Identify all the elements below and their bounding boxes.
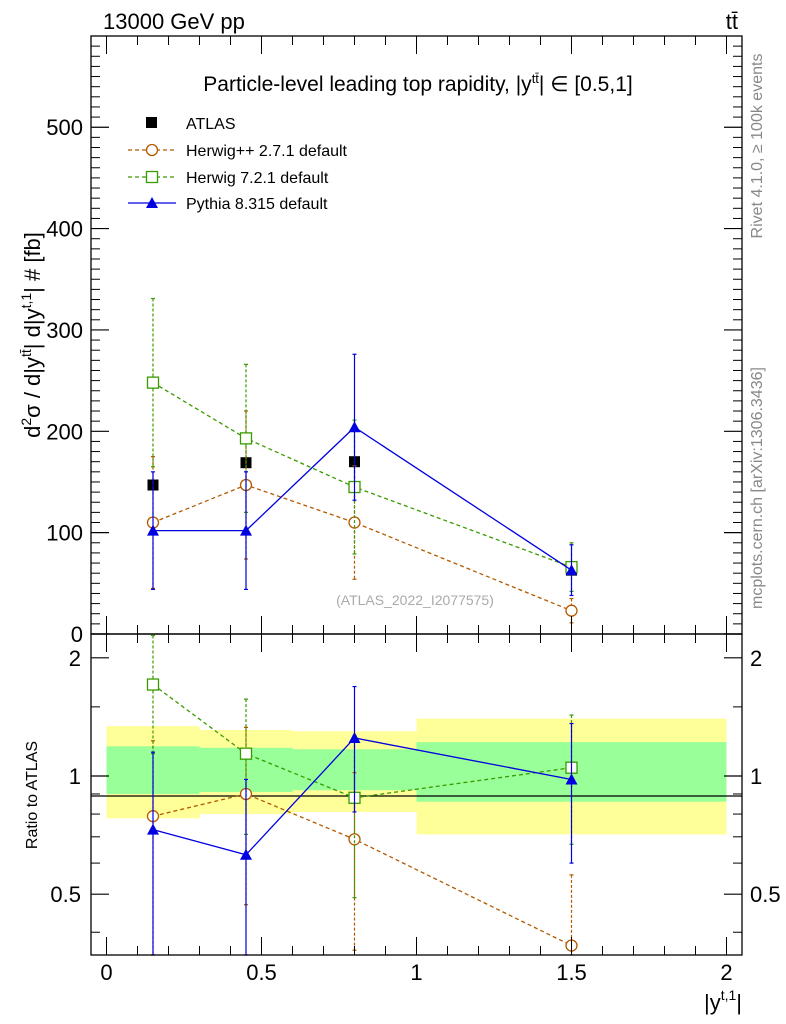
ratio-point-pythia (240, 848, 252, 860)
ratio-point-pythia (147, 823, 159, 835)
ratio-series-pythia (147, 685, 578, 956)
legend-marker-herwig7 (145, 170, 159, 184)
x-label-main: |y (704, 990, 721, 1015)
x-label-tail: | (736, 990, 742, 1015)
ratio-y-tick-label-right: 2 (750, 646, 762, 671)
ratio-y-tick-label-left: 1 (69, 764, 81, 789)
main-panel: 0 100 200 300 400 500 Particle-level leading … (18, 35, 743, 647)
legend: ATLAS Herwig++ 2.7.1 default Herwig 7.2.… (128, 116, 348, 213)
ratio-y-tick-label-left: 0.5 (50, 882, 81, 907)
ratio-y-axis-label: Ratio to ATLAS (24, 741, 41, 849)
ratio-line-herwigpp (152, 793, 572, 947)
analysis-watermark: (ATLAS_2022_I2077575) (336, 592, 494, 608)
main-y-tick-label: 300 (46, 318, 83, 343)
ratio-bands-layer (106, 718, 727, 835)
main-y-tick-label: 100 (46, 521, 83, 546)
main-title-text: Particle-level leading top rapidity, |y (203, 73, 532, 96)
legend-label-herwigpp: Herwig++ 2.7.1 default (186, 143, 348, 160)
main-point-herwig7 (146, 376, 160, 389)
ratio-point-herwig7 (146, 678, 160, 691)
y-label-squared: 2 (18, 418, 34, 426)
header-process: tt̄ (726, 9, 738, 34)
x-tick-label: 1 (410, 960, 422, 985)
x-tick-label: 0 (100, 960, 112, 985)
legend-marker-herwigpp (145, 143, 159, 157)
main-line-herwig7 (152, 382, 572, 568)
y-label-sup-t1: t,1 (18, 293, 34, 309)
main-title-tail: | ∈ [0.5,1] (539, 73, 633, 96)
y-label-tail: | # [fb] (20, 232, 45, 293)
main-point-pythia (147, 524, 159, 536)
x-label-superscript: t,1 (721, 987, 737, 1003)
x-axis-label: |yt,1| (704, 987, 742, 1015)
header-energy: 13000 GeV pp (103, 9, 245, 34)
rivet-version-text: Rivet 4.1.0, ≥ 100k events (749, 54, 766, 239)
ratio-point-herwig7 (239, 747, 253, 760)
y-label-d: d (20, 426, 45, 438)
main-line-pythia (153, 426, 572, 571)
main-y-tick-label: 0 (71, 622, 83, 647)
ratio-point-herwigpp (348, 833, 361, 846)
x-tick-label: 2 (720, 960, 732, 985)
mcplots-reference-text: mcplots.cern.ch [arXiv:1306.3436] (749, 367, 766, 609)
main-ticks-layer: 0 100 200 300 400 500 (46, 36, 742, 647)
ratio-line-herwig7 (152, 684, 572, 799)
ratio-point-pythia (565, 773, 578, 785)
main-title-superscript: tt̄ (532, 71, 540, 86)
main-line-herwigpp (152, 484, 572, 612)
main-y-axis-label: d2σ / d|ytt̄| d|yt,1| # [fb] (18, 232, 45, 438)
y-label-mid: | d|y (20, 308, 45, 349)
x-tick-label: 0.5 (246, 960, 277, 985)
legend-label-pythia: Pythia 8.315 default (186, 196, 328, 213)
ratio-panel: 0.5 0.5 1 1 2 2 0 0.5 1 1.5 2 Ratio to ATLAS |yt,1… (24, 633, 781, 1015)
main-series-atlas (147, 456, 577, 576)
main-series-layer (146, 297, 578, 624)
legend-marker-pythia (146, 197, 158, 208)
legend-label-herwig7: Herwig 7.2.1 default (186, 170, 329, 187)
legend-marker-atlas (146, 117, 157, 128)
main-point-pythia (565, 564, 578, 576)
main-point-herwig7 (239, 432, 253, 445)
ratio-point-pythia (348, 731, 361, 743)
ratio-y-tick-label-left: 2 (69, 646, 81, 671)
ratio-line-pythia (152, 737, 572, 856)
legend-label-atlas: ATLAS (186, 116, 236, 133)
main-y-tick-label: 400 (46, 217, 83, 242)
ratio-y-tick-label-right: 0.5 (750, 882, 781, 907)
ratio-ticks-layer: 0.5 0.5 1 1 2 2 0 0.5 1 1.5 2 (50, 634, 781, 985)
main-title: Particle-level leading top rapidity, |yt… (203, 71, 632, 96)
x-tick-label: 1.5 (556, 960, 587, 985)
main-y-tick-label: 200 (46, 419, 83, 444)
main-point-pythia (348, 421, 361, 433)
y-label-sup-ttbar: tt̄ (18, 349, 34, 357)
main-point-pythia (240, 524, 252, 536)
main-point-herwigpp (565, 604, 578, 617)
main-series-herwig7 (146, 297, 578, 593)
ratio-y-tick-label-right: 1 (750, 764, 762, 789)
main-y-tick-label: 500 (46, 115, 83, 140)
y-label-sigma: σ / d|y (20, 357, 45, 418)
main-series-pythia (147, 353, 578, 597)
